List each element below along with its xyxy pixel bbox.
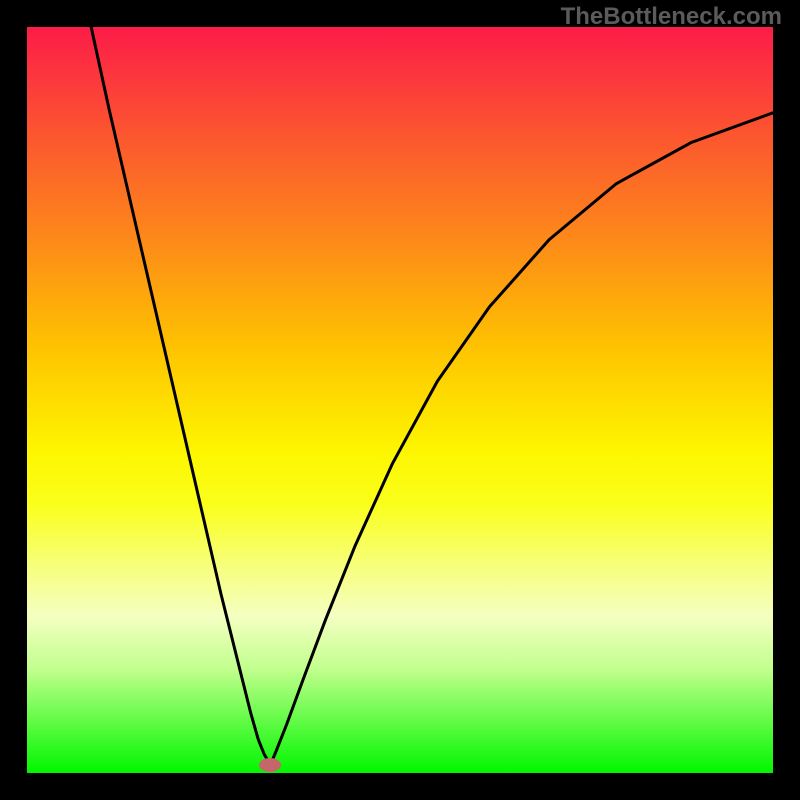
watermark-text: TheBottleneck.com: [561, 3, 782, 31]
bottleneck-curve: [0, 0, 800, 800]
optimal-point-marker: [259, 758, 281, 772]
chart-container: TheBottleneck.com: [0, 0, 800, 800]
